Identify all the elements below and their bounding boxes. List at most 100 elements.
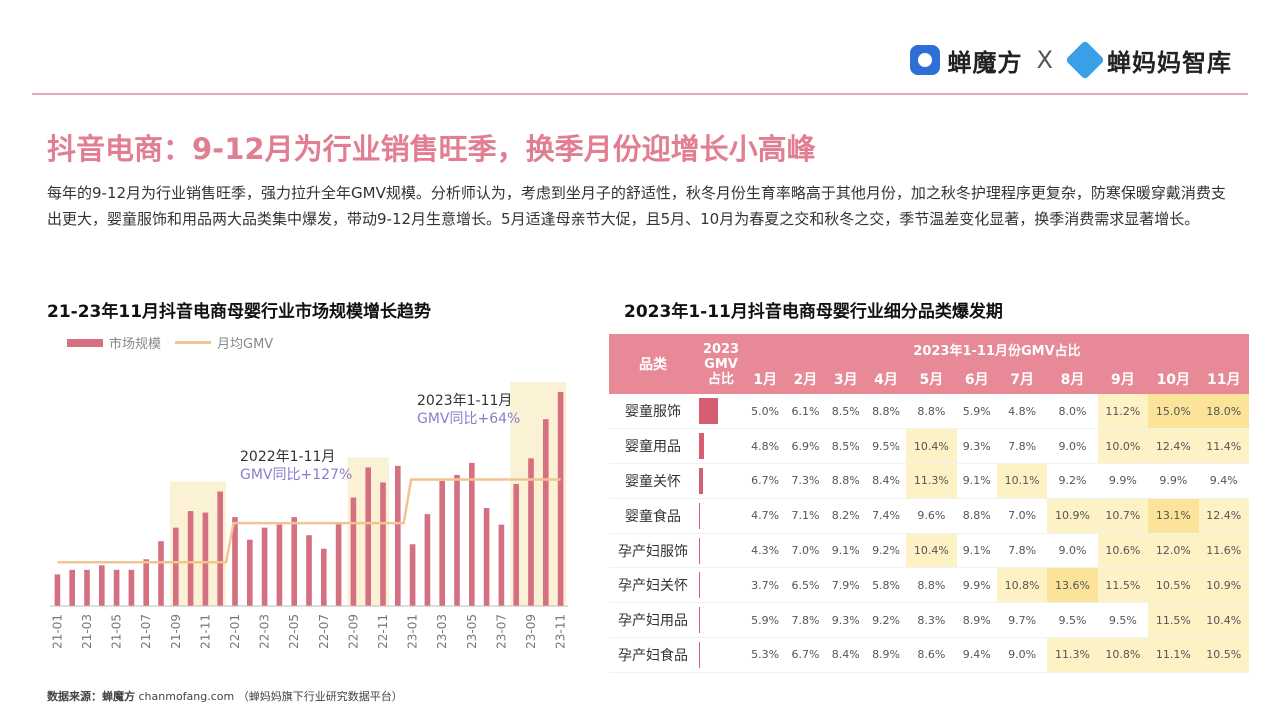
annotation-2023-period: 2023年1-11月 <box>417 393 513 409</box>
heat-cell: 7.4% <box>865 498 907 534</box>
row-gmv-share <box>697 498 745 534</box>
row-gmv-share <box>697 428 745 465</box>
heat-cell: 6.7% <box>785 637 826 673</box>
chanmama-logo-icon <box>1065 40 1105 80</box>
bar-21-08 <box>158 541 164 606</box>
bar-23-11 <box>557 392 564 606</box>
heat-cell: 8.8% <box>956 498 997 534</box>
legend-item-line: 月均GMV <box>175 333 273 352</box>
heat-cell: 8.0% <box>1047 394 1098 430</box>
category-heatmap-table: 品类 2023 GMV 占比 2023年1-11月份GMV占比 1月 2月 3月 4月 5月 6… <box>609 334 1249 673</box>
bar-23-06 <box>483 508 490 606</box>
bar-23-04 <box>454 474 460 606</box>
bar-21-01 <box>54 574 61 606</box>
header-month: 3月 <box>825 364 866 394</box>
x-tick-label: 22-01 <box>228 614 242 649</box>
footer-label: 数据来源： <box>47 690 102 703</box>
heat-cell: 5.9% <box>956 394 997 430</box>
heat-cell: 5.0% <box>745 394 786 430</box>
bar-22-08 <box>335 523 342 606</box>
avg-gmv-line <box>57 478 561 564</box>
heat-cell: 7.1% <box>785 498 826 534</box>
chanmofang-logo-icon <box>909 45 940 75</box>
row-category: 孕产妇服饰 <box>609 533 697 569</box>
heat-cell: 18.0% <box>1198 394 1249 430</box>
heat-cell: 8.8% <box>906 394 957 430</box>
bar-21-09 <box>172 527 179 606</box>
table-header-row: 品类 2023 GMV 占比 2023年1-11月份GMV占比 <box>609 334 1249 394</box>
heat-cell: 10.9% <box>1198 567 1249 604</box>
gmv-share-bar <box>699 467 704 494</box>
legend-swatch-bar <box>67 338 103 347</box>
row-category: 婴童服饰 <box>609 394 697 430</box>
gmv-share-bar <box>699 398 719 425</box>
heat-cell: 10.8% <box>1097 637 1149 673</box>
heat-cell: 10.5% <box>1148 567 1199 604</box>
row-gmv-share <box>697 602 745 639</box>
heat-cell: 7.3% <box>785 463 826 499</box>
annotation-2023: 2023年1-11月 GMV同比+64% <box>417 392 520 428</box>
bar-21-04 <box>98 565 105 606</box>
heat-cell: 13.6% <box>1047 567 1098 604</box>
chart-legend: 市场规模 月均GMV <box>67 333 273 352</box>
left-chart-title: 21-23年11月抖音电商母婴行业市场规模增长趋势 <box>47 302 432 322</box>
x-tick-label: 23-03 <box>435 614 449 649</box>
heat-cell: 9.3% <box>825 602 866 639</box>
x-tick-label: 23-01 <box>406 614 420 649</box>
x-tick-label: 21-03 <box>80 614 94 649</box>
heat-cell: 5.9% <box>745 602 786 639</box>
heat-cell: 6.5% <box>785 567 826 604</box>
x-tick-label: 23-09 <box>524 614 538 649</box>
bar-23-02 <box>424 514 431 606</box>
x-tick-label: 23-07 <box>494 614 508 649</box>
heat-cell: 11.1% <box>1148 637 1199 673</box>
heat-cell: 9.0% <box>1047 533 1098 569</box>
bar-22-05 <box>291 517 298 606</box>
header-month: 6月 <box>956 364 997 394</box>
annotation-2023-growth: GMV同比+64% <box>417 411 521 427</box>
row-category: 婴童关怀 <box>609 463 697 499</box>
heat-cell: 10.1% <box>996 463 1048 499</box>
heat-cell: 8.3% <box>906 602 957 639</box>
row-category: 孕产妇食品 <box>609 637 697 673</box>
heat-cell: 8.4% <box>825 637 866 673</box>
table-row: 婴童服饰 5.0% 6.1% 8.5% 8.8% 8.8% 5.9% 4.8% 8.0% 11.2… <box>609 394 1249 430</box>
footer-source: 数据来源：蝉魔方 chanmofang.com （蝉妈妈旗下行业研究数据平台） <box>47 688 403 704</box>
heat-cell: 8.8% <box>865 394 907 430</box>
header-month: 4月 <box>865 364 907 394</box>
heat-cell: 9.5% <box>1097 602 1149 639</box>
row-category: 孕产妇用品 <box>609 602 697 639</box>
table-header-months-row: 1月 2月 3月 4月 5月 6月 7月 8月 9月 10月 11月 <box>609 364 1249 394</box>
heat-cell: 9.2% <box>865 533 907 569</box>
header-category: 品类 <box>609 334 697 394</box>
bar-21-06 <box>128 569 135 606</box>
heat-cell: 10.5% <box>1198 637 1249 673</box>
heat-cell: 11.2% <box>1097 394 1149 430</box>
heat-cell: 9.1% <box>956 533 997 569</box>
bar-23-03 <box>439 480 446 606</box>
x-tick-label: 22-07 <box>317 614 331 649</box>
highlight-band <box>169 481 227 606</box>
heat-cell: 12.4% <box>1198 498 1249 534</box>
heat-cell: 11.3% <box>1047 637 1098 673</box>
header-month: 11月 <box>1198 364 1249 394</box>
x-tick-label: 23-05 <box>465 614 479 649</box>
heat-cell: 8.2% <box>825 498 866 534</box>
row-category: 孕产妇关怀 <box>609 567 697 604</box>
bar-21-11 <box>202 512 209 606</box>
row-gmv-share <box>697 394 745 430</box>
bar-22-03 <box>261 527 268 606</box>
bar-23-07 <box>498 524 505 606</box>
table-row: 婴童食品 4.7% 7.1% 8.2% 7.4% 9.6% 8.8% 7.0% 10.9% 10.… <box>609 498 1249 534</box>
footer-source-name: 蝉魔方 <box>102 690 135 703</box>
annotation-2022-period: 2022年1-11月 <box>240 449 336 465</box>
row-gmv-share <box>697 533 745 569</box>
table-row: 婴童用品 4.8% 6.9% 8.5% 9.5% 10.4% 9.3% 7.8% 9.0% 10.… <box>609 428 1249 465</box>
x-tick-label: 22-05 <box>287 614 301 649</box>
right-chart-title: 2023年1-11月抖音电商母婴行业细分品类爆发期 <box>624 302 1003 322</box>
heat-cell: 11.3% <box>906 463 957 499</box>
heat-cell: 8.6% <box>906 637 957 673</box>
annotation-2022-growth: GMV同比+127% <box>240 467 353 483</box>
legend-item-bar: 市场规模 <box>67 333 161 352</box>
heat-cell: 12.0% <box>1148 533 1199 569</box>
